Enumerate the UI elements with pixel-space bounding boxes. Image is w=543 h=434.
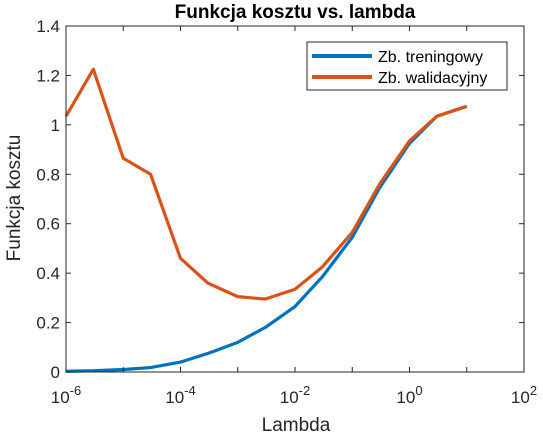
series-line-validation (64, 67, 468, 301)
x-tick-label: 102 (511, 383, 537, 407)
chart-title: Funkcja kosztu vs. lambda (175, 2, 416, 23)
x-tick-label: 10-2 (280, 383, 310, 407)
y-tick-label: 0.4 (36, 264, 60, 283)
series-line-training (65, 104, 468, 373)
y-tick-label: 1.2 (36, 66, 60, 85)
y-tick-label: 0.8 (36, 165, 60, 184)
y-tick-label: 1 (51, 116, 60, 135)
x-axis-label: Lambda (262, 415, 331, 434)
y-tick-label: 0.6 (36, 215, 60, 234)
y-tick-label: 0 (51, 363, 60, 382)
legend-entry-label: Zb. treningowy (378, 49, 483, 66)
y-tick-label: 0.2 (36, 314, 60, 333)
legend: Zb. treningowy Zb. walidacyjny (306, 41, 508, 91)
y-axis-label: Funkcja kosztu (4, 135, 25, 262)
x-tick-label: 100 (396, 383, 422, 407)
legend-box (306, 41, 508, 91)
y-tick-label: 1.4 (36, 17, 60, 36)
x-tick-label: 10-6 (51, 383, 81, 407)
x-tick-label: 10-4 (165, 383, 195, 407)
legend-entry-label: Zb. walidacyjny (378, 70, 487, 87)
